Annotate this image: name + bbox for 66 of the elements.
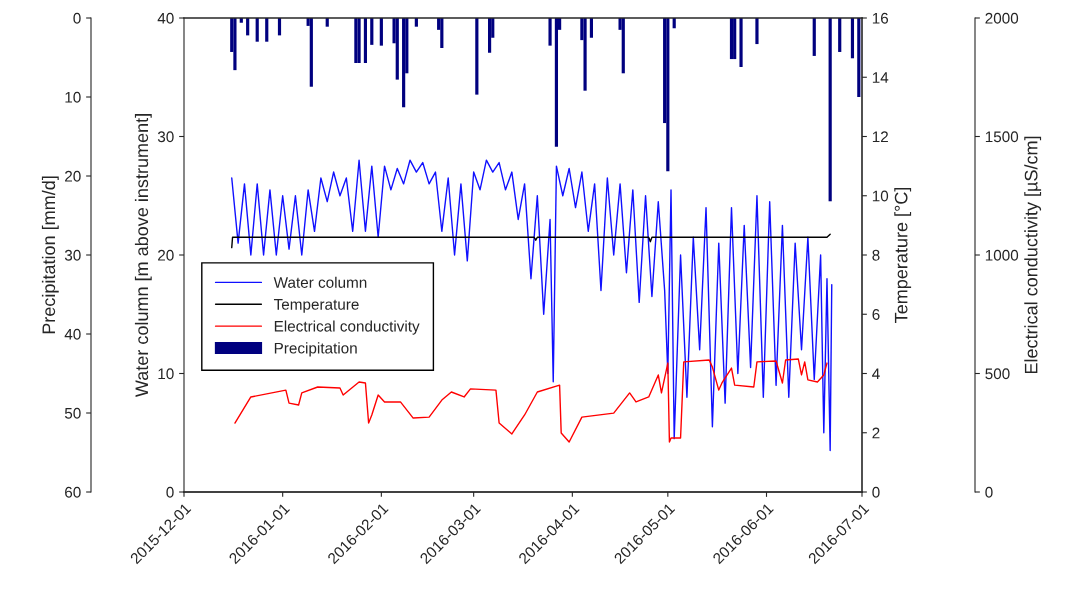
bar xyxy=(354,18,358,64)
y-tick-label: 20 xyxy=(158,249,174,261)
bar xyxy=(621,18,625,74)
y3-tick-label: 500 xyxy=(985,368,1010,380)
y3-axis-title: Electrical conductivity [µS/cm] xyxy=(1024,136,1042,374)
y2-tick-label: 10 xyxy=(872,190,889,202)
bar xyxy=(589,18,594,38)
y-tick-label: 30 xyxy=(64,249,81,261)
y-tick-label: 30 xyxy=(157,131,174,143)
line-series xyxy=(234,358,828,443)
bar xyxy=(379,18,383,46)
bar xyxy=(739,18,743,67)
y-tick-label: 0 xyxy=(73,12,81,24)
bar xyxy=(812,18,816,56)
y2-tick-label: 2 xyxy=(872,427,880,439)
y2-axis-title: Temperature [°C] xyxy=(894,187,912,323)
line-series xyxy=(231,159,833,452)
bar xyxy=(357,18,361,64)
y-axis-title: Water column [m above instrument] xyxy=(134,114,152,398)
bar xyxy=(440,18,444,49)
bar xyxy=(729,18,734,60)
y-axis-title: Precipitation [mm/d] xyxy=(41,176,59,334)
y-tick-label: 20 xyxy=(65,170,81,182)
y-tick-label: 10 xyxy=(65,91,81,103)
bar xyxy=(828,18,832,202)
y2-tick-label: 6 xyxy=(872,309,880,320)
y-tick-label: 10 xyxy=(158,368,174,380)
y2-tick-label: 14 xyxy=(872,72,889,83)
y-tick-label: 50 xyxy=(64,407,81,419)
bar xyxy=(395,18,399,80)
y3-tick-label: 0 xyxy=(985,486,993,498)
y3-tick-label: 2000 xyxy=(985,12,1019,24)
y3-tick-label: 1000 xyxy=(985,249,1019,261)
legend-label: Electrical conductivity xyxy=(274,320,420,335)
legend-label: Precipitation xyxy=(274,342,357,357)
bar xyxy=(255,18,259,42)
legend-label: Water column xyxy=(273,276,367,288)
bar xyxy=(548,18,552,46)
bar xyxy=(755,18,759,45)
y2-tick-label: 4 xyxy=(872,368,880,380)
bar xyxy=(850,18,855,59)
bar xyxy=(838,18,842,52)
bar xyxy=(733,18,737,60)
y2-tick-label: 0 xyxy=(872,486,880,498)
bar xyxy=(402,18,406,108)
y3-tick-label: 1500 xyxy=(985,131,1019,143)
bar xyxy=(265,18,269,42)
bar xyxy=(554,18,559,147)
bar xyxy=(857,18,861,97)
bar xyxy=(475,18,479,95)
bar xyxy=(583,18,587,91)
bar xyxy=(370,18,374,45)
y-tick-label: 40 xyxy=(157,12,174,24)
bar xyxy=(309,18,313,87)
bar xyxy=(487,18,492,53)
bar xyxy=(363,18,368,64)
y-tick-label: 60 xyxy=(65,486,81,498)
legend-label: Temperature xyxy=(273,299,359,313)
line-series xyxy=(231,233,831,249)
y-tick-label: 40 xyxy=(64,328,81,340)
y2-tick-label: 16 xyxy=(872,12,889,24)
y2-tick-label: 8 xyxy=(872,249,880,261)
bar xyxy=(233,18,237,71)
y-tick-label: 0 xyxy=(166,486,174,498)
y2-tick-label: 12 xyxy=(872,131,888,143)
bar xyxy=(666,18,670,172)
